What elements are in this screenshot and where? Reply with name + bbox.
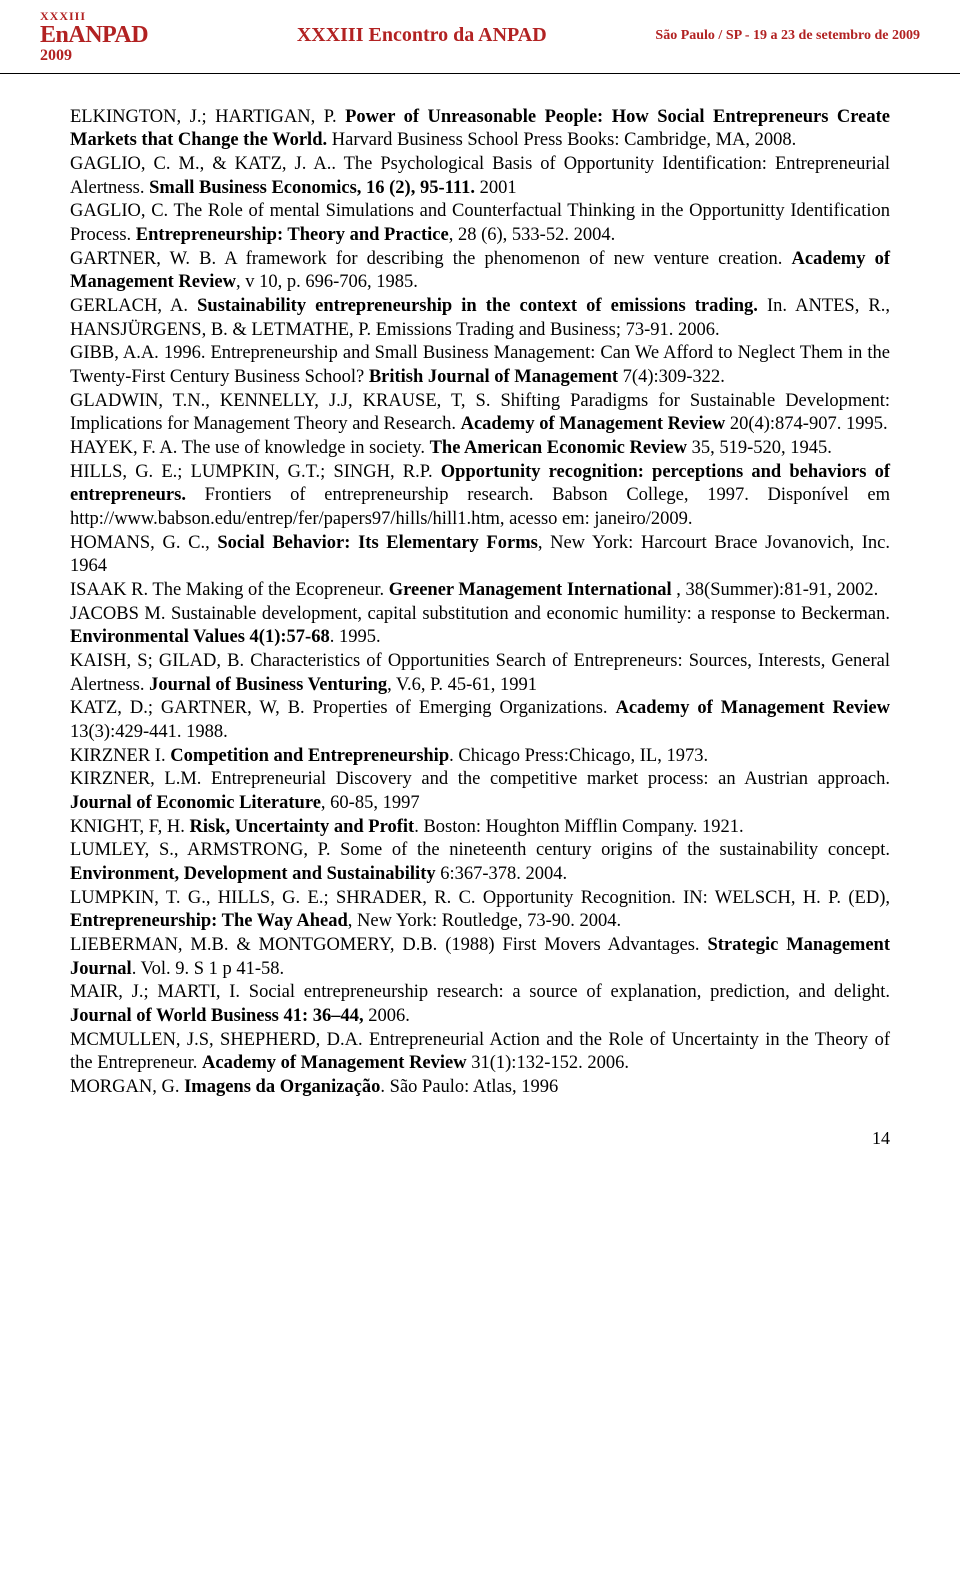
ref-bold: Sustainability entrepreneurship in the c… — [197, 296, 758, 316]
reference-entry: LUMLEY, S., ARMSTRONG, P. Some of the ni… — [70, 839, 890, 886]
ref-post: Frontiers of entrepreneurship research. … — [70, 485, 890, 529]
ref-pre: MAIR, J.; MARTI, I. Social entrepreneurs… — [70, 982, 890, 1002]
reference-entry: LUMPKIN, T. G., HILLS, G. E.; SHRADER, R… — [70, 887, 890, 934]
reference-entry: KIRZNER I. Competition and Entrepreneurs… — [70, 745, 890, 769]
ref-bold: British Journal of Management — [369, 367, 618, 387]
ref-pre: JACOBS M. Sustainable development, capit… — [70, 604, 890, 624]
ref-post: 35, 519-520, 1945. — [687, 438, 832, 458]
ref-bold: Greener Management International — [389, 580, 672, 600]
ref-post: , V.6, P. 45-61, 1991 — [387, 675, 537, 695]
reference-entry: GIBB, A.A. 1996. Entrepreneurship and Sm… — [70, 342, 890, 389]
ref-bold: Environmental Values 4(1):57-68 — [70, 627, 330, 647]
logo-block: XXXIII EnANPAD 2009 — [40, 10, 148, 65]
logo-name: EnANPAD — [40, 23, 148, 48]
ref-pre: HILLS, G. E.; LUMPKIN, G.T.; SINGH, R.P. — [70, 462, 441, 482]
ref-post: . Boston: Houghton Mifflin Company. 1921… — [414, 817, 743, 837]
ref-pre: ELKINGTON, J.; HARTIGAN, P. — [70, 107, 345, 127]
ref-post: , v 10, p. 696-706, 1985. — [236, 272, 418, 292]
ref-bold: Academy of Management Review — [202, 1053, 467, 1073]
reference-entry: MAIR, J.; MARTI, I. Social entrepreneurs… — [70, 981, 890, 1028]
ref-bold: Journal of World Business 41: 36–44, — [70, 1006, 364, 1026]
ref-post: 6:367-378. 2004. — [436, 864, 568, 884]
ref-pre: ISAAK R. The Making of the Ecopreneur. — [70, 580, 389, 600]
reference-entry: GAGLIO, C. M., & KATZ, J. A.. The Psycho… — [70, 153, 890, 200]
reference-entry: GERLACH, A. Sustainability entrepreneurs… — [70, 295, 890, 342]
ref-bold: Journal of Economic Literature — [70, 793, 321, 813]
ref-post: , New York: Routledge, 73-90. 2004. — [348, 911, 621, 931]
ref-bold: Social Behavior: Its Elementary Forms — [217, 533, 537, 553]
ref-post: . São Paulo: Atlas, 1996 — [380, 1077, 558, 1097]
reference-entry: KNIGHT, F, H. Risk, Uncertainty and Prof… — [70, 816, 890, 840]
reference-entry: GLADWIN, T.N., KENNELLY, J.J, KRAUSE, T,… — [70, 390, 890, 437]
ref-pre: LUMLEY, S., ARMSTRONG, P. Some of the ni… — [70, 840, 890, 860]
reference-entry: GARTNER, W. B. A framework for describin… — [70, 248, 890, 295]
ref-post: , 38(Summer):81-91, 2002. — [672, 580, 879, 600]
ref-bold: Academy of Management Review — [461, 414, 726, 434]
reference-entry: KIRZNER, L.M. Entrepreneurial Discovery … — [70, 768, 890, 815]
ref-bold: Academy of Management Review — [615, 698, 890, 718]
ref-post: 13(3):429-441. 1988. — [70, 722, 228, 742]
ref-bold: The American Economic Review — [430, 438, 687, 458]
references-body: ELKINGTON, J.; HARTIGAN, P. Power of Unr… — [0, 74, 960, 1120]
ref-post: Harvard Business School Press Books: Cam… — [327, 130, 796, 150]
reference-entry: HAYEK, F. A. The use of knowledge in soc… — [70, 437, 890, 461]
ref-post: 7(4):309-322. — [618, 367, 725, 387]
ref-pre: LUMPKIN, T. G., HILLS, G. E.; SHRADER, R… — [70, 888, 890, 908]
ref-bold: Environment, Development and Sustainabil… — [70, 864, 436, 884]
ref-pre: LIEBERMAN, M.B. & MONTGOMERY, D.B. (1988… — [70, 935, 707, 955]
ref-post: . Vol. 9. S 1 p 41-58. — [132, 959, 284, 979]
reference-entry: ELKINGTON, J.; HARTIGAN, P. Power of Unr… — [70, 106, 890, 153]
ref-bold: Small Business Economics, 16 (2), 95-111… — [149, 178, 475, 198]
page-number: 14 — [0, 1120, 960, 1169]
header-venue: São Paulo / SP - 19 a 23 de setembro de … — [655, 10, 920, 44]
ref-pre: HOMANS, G. C., — [70, 533, 217, 553]
ref-post: 20(4):874-907. 1995. — [725, 414, 887, 434]
ref-pre: GERLACH, A. — [70, 296, 197, 316]
ref-pre: MORGAN, G. — [70, 1077, 184, 1097]
ref-post: . Chicago Press:Chicago, IL, 1973. — [449, 746, 708, 766]
ref-pre: GARTNER, W. B. A framework for describin… — [70, 249, 791, 269]
ref-pre: HAYEK, F. A. The use of knowledge in soc… — [70, 438, 430, 458]
ref-post: 2001 — [475, 178, 517, 198]
reference-entry: GAGLIO, C. The Role of mental Simulation… — [70, 200, 890, 247]
ref-pre: KIRZNER, L.M. Entrepreneurial Discovery … — [70, 769, 890, 789]
reference-entry: KATZ, D.; GARTNER, W, B. Properties of E… — [70, 697, 890, 744]
ref-post: 2006. — [364, 1006, 410, 1026]
header-title: XXXIII Encontro da ANPAD — [188, 10, 655, 47]
ref-post: 31(1):132-152. 2006. — [467, 1053, 629, 1073]
ref-pre: KIRZNER I. — [70, 746, 170, 766]
logo-edition: XXXIII — [40, 10, 148, 23]
ref-pre: KATZ, D.; GARTNER, W, B. Properties of E… — [70, 698, 615, 718]
reference-entry: HOMANS, G. C., Social Behavior: Its Elem… — [70, 532, 890, 579]
ref-post: , 60-85, 1997 — [321, 793, 420, 813]
reference-entry: LIEBERMAN, M.B. & MONTGOMERY, D.B. (1988… — [70, 934, 890, 981]
ref-bold: Risk, Uncertainty and Profit — [189, 817, 414, 837]
page-header: XXXIII EnANPAD 2009 XXXIII Encontro da A… — [0, 0, 960, 74]
ref-post: , 28 (6), 533-52. 2004. — [449, 225, 615, 245]
reference-entry: HILLS, G. E.; LUMPKIN, G.T.; SINGH, R.P.… — [70, 461, 890, 532]
reference-entry: MCMULLEN, J.S, SHEPHERD, D.A. Entreprene… — [70, 1029, 890, 1076]
reference-entry: KAISH, S; GILAD, B. Characteristics of O… — [70, 650, 890, 697]
reference-entry: MORGAN, G. Imagens da Organização. São P… — [70, 1076, 890, 1100]
ref-post: . 1995. — [330, 627, 381, 647]
ref-pre: KNIGHT, F, H. — [70, 817, 189, 837]
ref-bold: Competition and Entrepreneurship — [170, 746, 449, 766]
ref-bold: Entrepreneurship: The Way Ahead — [70, 911, 348, 931]
reference-entry: JACOBS M. Sustainable development, capit… — [70, 603, 890, 650]
reference-entry: ISAAK R. The Making of the Ecopreneur. G… — [70, 579, 890, 603]
logo-year: 2009 — [40, 48, 148, 65]
ref-bold: Journal of Business Venturing — [149, 675, 387, 695]
ref-bold: Entrepreneurship: Theory and Practice — [136, 225, 449, 245]
ref-bold: Imagens da Organização — [184, 1077, 380, 1097]
